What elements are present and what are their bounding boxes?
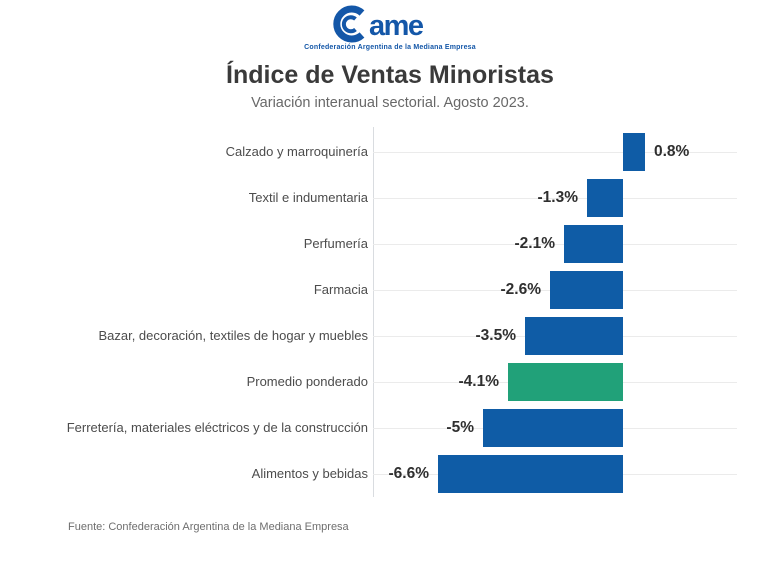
value-label: -6.6% bbox=[388, 465, 430, 482]
came-logo-text: ame bbox=[369, 10, 424, 42]
value-label: -1.3% bbox=[537, 189, 579, 206]
highlight-bar bbox=[508, 363, 623, 401]
bar bbox=[587, 179, 623, 217]
bar bbox=[550, 271, 623, 309]
came-logo-c-glyph bbox=[333, 5, 365, 43]
bar bbox=[623, 133, 645, 171]
value-label: -2.1% bbox=[514, 235, 556, 252]
page-subtitle: Variación interanual sectorial. Agosto 2… bbox=[251, 94, 529, 111]
category-label: Bazar, decoración, textiles de hogar y m… bbox=[98, 328, 368, 344]
source-note: Fuente: Confederación Argentina de la Me… bbox=[68, 521, 349, 533]
value-label: -4.1% bbox=[458, 373, 500, 390]
came-logo-subtext: Confederación Argentina de la Mediana Em… bbox=[304, 44, 476, 51]
category-label: Ferretería, materiales eléctricos y de l… bbox=[66, 420, 368, 436]
category-axis-line bbox=[373, 127, 374, 497]
came-logo-mark: ame bbox=[333, 5, 425, 43]
bar bbox=[438, 455, 623, 493]
value-label: -3.5% bbox=[475, 327, 517, 344]
bottom-partial-bar bbox=[370, 554, 413, 561]
value-label: 0.8% bbox=[654, 143, 690, 160]
bar bbox=[525, 317, 623, 355]
row-gridline bbox=[373, 198, 737, 199]
category-label: Alimentos y bebidas bbox=[251, 466, 368, 482]
bar bbox=[483, 409, 623, 447]
category-label: Farmacia bbox=[313, 282, 368, 298]
row-gridline bbox=[373, 244, 737, 245]
category-label: Perfumería bbox=[303, 236, 368, 252]
row-gridline bbox=[373, 152, 737, 153]
category-label: Promedio ponderado bbox=[246, 374, 368, 390]
value-label: -5% bbox=[446, 419, 474, 436]
category-label: Textil e indumentaria bbox=[248, 190, 368, 206]
page-title: Índice de Ventas Minoristas bbox=[226, 61, 554, 89]
category-label: Calzado y marroquinería bbox=[225, 144, 368, 160]
value-label: -2.6% bbox=[500, 281, 542, 298]
bar bbox=[564, 225, 623, 263]
came-logo: ame bbox=[0, 0, 780, 43]
